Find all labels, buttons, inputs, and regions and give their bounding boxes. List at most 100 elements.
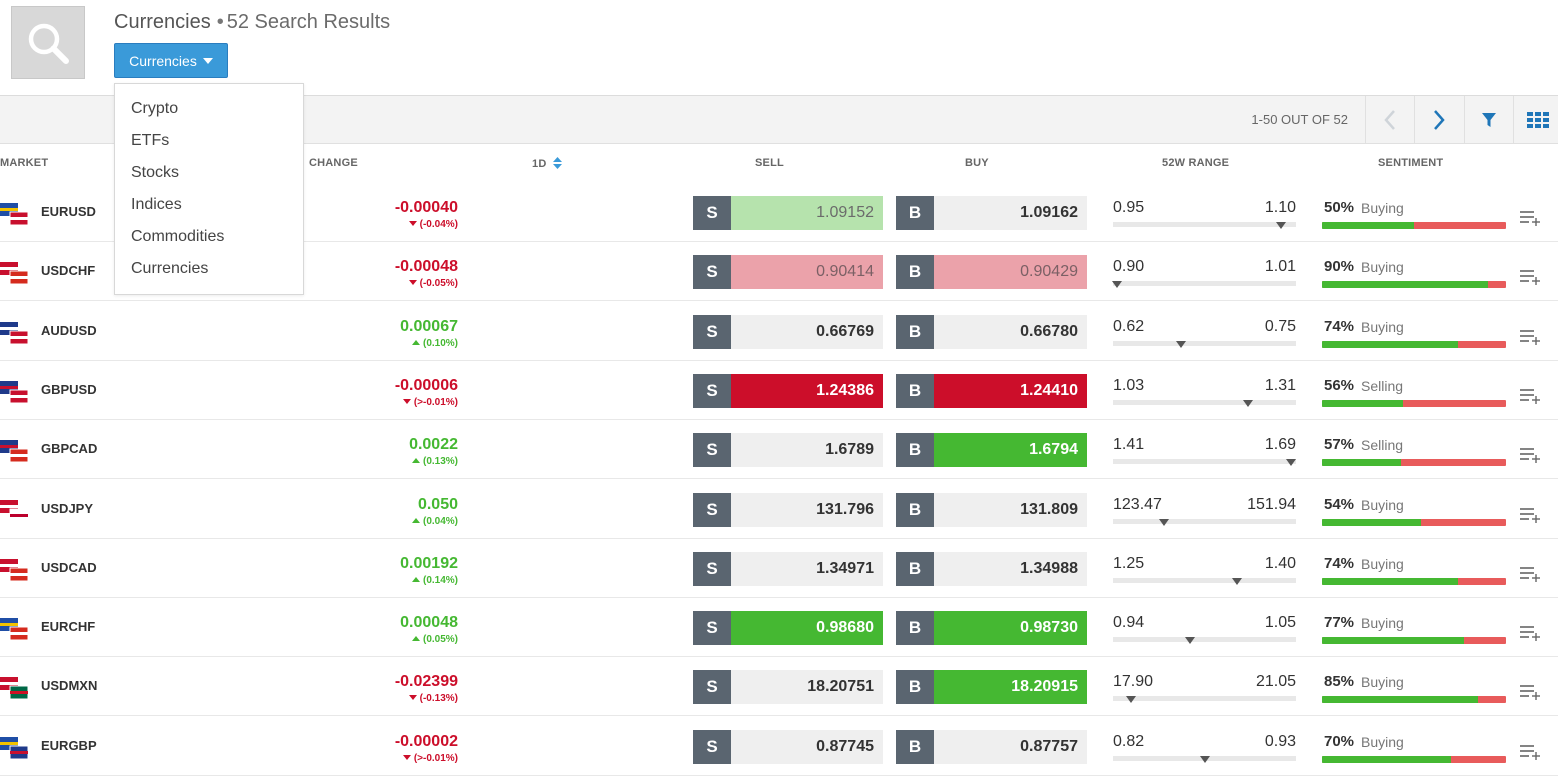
sell-button[interactable]: S 18.20751: [693, 670, 883, 705]
buy-label: B: [896, 196, 934, 230]
sell-price: 0.90414: [731, 255, 883, 290]
table-row[interactable]: AUDUSD 0.00067 (0.10%) S 0.66769 B 0.667…: [0, 302, 1558, 361]
sell-button[interactable]: S 0.98680: [693, 611, 883, 646]
market-symbol[interactable]: GBPUSD: [41, 381, 97, 397]
buy-label: B: [896, 255, 934, 290]
sentiment-percent: 77%: [1324, 614, 1355, 632]
list-add-icon[interactable]: [1520, 684, 1540, 701]
table-row[interactable]: GBPUSD -0.00006 (>-0.01%) S 1.24386 B 1.…: [0, 361, 1558, 420]
table-row[interactable]: GBPCAD 0.0022 (0.13%) S 1.6789 B 1.6794 …: [0, 420, 1558, 480]
currency-pair-flags-icon: [0, 321, 28, 344]
prev-page-button[interactable]: [1365, 96, 1414, 143]
arrow-down-icon: [408, 695, 417, 701]
table-row[interactable]: USDMXN -0.02399 (-0.13%) S 18.20751 B 18…: [0, 657, 1558, 717]
col-market[interactable]: MARKET: [0, 157, 49, 169]
buy-price: 1.09162: [934, 196, 1087, 230]
table-row[interactable]: EURGBP -0.00002 (>-0.01%) S 0.87745 B 0.…: [0, 717, 1558, 776]
list-add-icon[interactable]: [1520, 744, 1540, 760]
range-low: 1.25: [1113, 554, 1145, 572]
col-sell[interactable]: SELL: [755, 157, 784, 169]
market-symbol[interactable]: GBPCAD: [41, 441, 98, 457]
table-row[interactable]: USDCAD 0.00192 (0.14%) S 1.34971 B 1.349…: [0, 539, 1558, 598]
grid-view-button[interactable]: [1513, 96, 1558, 143]
list-add-icon[interactable]: [1520, 269, 1540, 286]
list-add-icon[interactable]: [1520, 566, 1540, 582]
market-symbol[interactable]: EURCHF: [41, 619, 96, 635]
page-title: Currencies • 52 Search Results: [114, 11, 390, 34]
range-bar: [1113, 459, 1296, 465]
list-add-icon[interactable]: [1520, 329, 1540, 345]
col-52w-range[interactable]: 52W RANGE: [1162, 157, 1230, 169]
buy-button[interactable]: B 1.34988: [896, 551, 1087, 586]
list-add-icon[interactable]: [1520, 507, 1540, 523]
market-symbol[interactable]: EURGBP: [41, 737, 97, 753]
arrow-down-icon: [402, 398, 411, 404]
buy-button[interactable]: B 0.90429: [896, 255, 1087, 290]
currency-pair-flags-icon: [0, 203, 28, 225]
currency-pair-flags-icon: [0, 440, 28, 463]
sell-button[interactable]: S 1.34971: [693, 551, 883, 586]
menu-item-stocks[interactable]: Stocks: [131, 164, 180, 181]
market-symbol[interactable]: USDCHF: [41, 263, 96, 279]
range-low: 0.62: [1113, 317, 1145, 335]
buy-button[interactable]: B 0.98730: [896, 611, 1087, 646]
sentiment-buy-fill: [1322, 696, 1478, 704]
sell-button[interactable]: S 0.87745: [693, 729, 883, 764]
sentiment-label: Selling: [1361, 437, 1404, 454]
sentiment-percent: 90%: [1324, 258, 1355, 276]
menu-item-commodities[interactable]: Commodities: [131, 228, 225, 245]
divider: [0, 95, 1558, 96]
range-bar: [1113, 222, 1296, 227]
change-percent: (0.14%): [411, 575, 458, 586]
menu-item-etfs[interactable]: ETFs: [131, 132, 170, 149]
table-row[interactable]: USDJPY 0.050 (0.04%) S 131.796 B 131.809…: [0, 480, 1558, 539]
col-buy[interactable]: BUY: [965, 157, 989, 169]
buy-button[interactable]: B 0.66780: [896, 314, 1087, 349]
market-symbol[interactable]: USDMXN: [41, 678, 98, 694]
sell-button[interactable]: S 1.09152: [693, 196, 883, 230]
range-bar: [1113, 696, 1296, 702]
range-low: 0.95: [1113, 199, 1145, 216]
market-symbol[interactable]: USDJPY: [41, 500, 94, 516]
table-row[interactable]: EURUSD -0.00040 (-0.04%) S 1.09152 B 1.0…: [0, 183, 1558, 242]
change-percent-value: (-0.04%): [419, 219, 458, 230]
grid-view-icon: [1527, 111, 1549, 128]
sell-button[interactable]: S 0.90414: [693, 255, 883, 290]
col-change[interactable]: CHANGE: [309, 157, 358, 169]
table-row[interactable]: EURCHF 0.00048 (0.05%) S 0.98680 B 0.987…: [0, 598, 1558, 658]
market-symbol[interactable]: AUDUSD: [41, 322, 97, 338]
sentiment-percent: 74%: [1324, 554, 1355, 572]
table-row[interactable]: USDCHF -0.00048 (-0.05%) S 0.90414 B 0.9…: [0, 242, 1558, 302]
next-page-button[interactable]: [1414, 96, 1463, 143]
col-sentiment[interactable]: SENTIMENT: [1378, 157, 1444, 169]
buy-button[interactable]: B 131.809: [896, 492, 1087, 527]
change-percent: (0.10%): [411, 338, 458, 349]
buy-button[interactable]: B 18.20915: [896, 670, 1087, 705]
asset-class-dropdown-button[interactable]: Currencies: [114, 43, 228, 78]
col-period[interactable]: 1D: [532, 157, 562, 170]
sentiment-percent: 74%: [1324, 317, 1355, 335]
range-bar: [1113, 518, 1296, 524]
menu-item-currencies[interactable]: Currencies: [131, 260, 209, 277]
buy-button[interactable]: B 1.24410: [896, 373, 1087, 408]
sell-button[interactable]: S 0.66769: [693, 314, 883, 349]
list-add-icon[interactable]: [1520, 447, 1540, 464]
list-add-icon[interactable]: [1520, 210, 1540, 226]
menu-item-crypto[interactable]: Crypto: [131, 100, 179, 117]
filter-button[interactable]: [1464, 96, 1513, 143]
buy-button[interactable]: B 1.09162: [896, 196, 1087, 230]
range-marker: [1176, 340, 1186, 348]
search-box[interactable]: [11, 6, 85, 79]
arrow-up-icon: [411, 339, 420, 345]
buy-button[interactable]: B 1.6794: [896, 433, 1087, 468]
buy-button[interactable]: B 0.87757: [896, 729, 1087, 764]
sell-button[interactable]: S 131.796: [693, 492, 883, 527]
currency-pair-flags-icon: [0, 262, 28, 285]
menu-item-indices[interactable]: Indices: [131, 196, 182, 213]
sell-button[interactable]: S 1.6789: [693, 433, 883, 468]
market-symbol[interactable]: USDCAD: [41, 559, 97, 575]
market-symbol[interactable]: EURUSD: [41, 204, 96, 219]
list-add-icon[interactable]: [1520, 388, 1540, 404]
sell-button[interactable]: S 1.24386: [693, 373, 883, 408]
list-add-icon[interactable]: [1520, 625, 1540, 642]
